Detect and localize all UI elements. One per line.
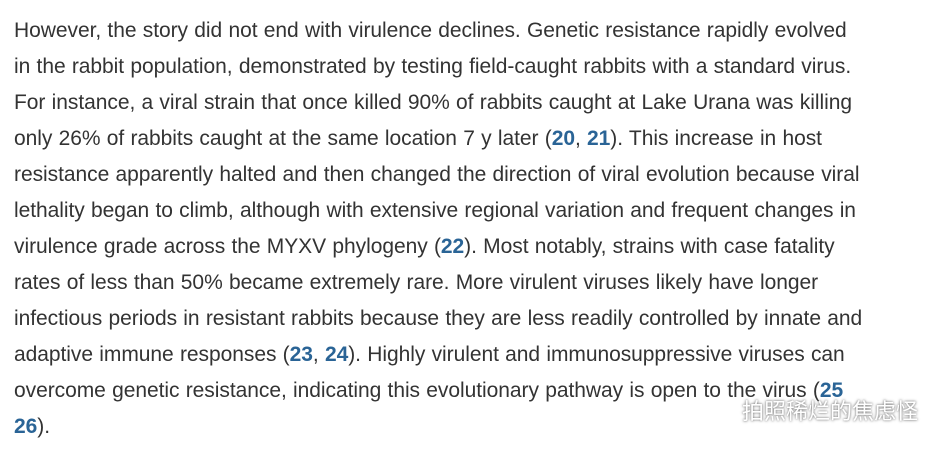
text-line: For instance, a viral strain that once k… xyxy=(14,85,926,121)
text-segment: For instance, a viral strain that once k… xyxy=(14,91,852,114)
text-segment: ). This increase in host xyxy=(610,127,822,150)
reference-link[interactable]: 20 xyxy=(552,127,575,150)
text-line: infectious periods in resistant rabbits … xyxy=(14,301,926,337)
text-segment: , xyxy=(575,127,587,150)
reference-link[interactable]: 26 xyxy=(14,415,37,438)
watermark-text: 拍照稀烂的焦虑怪 xyxy=(742,394,918,426)
text-segment: ). xyxy=(37,415,50,438)
text-segment: lethality began to climb, although with … xyxy=(14,199,856,222)
text-line: rates of less than 50% became extremely … xyxy=(14,265,926,301)
text-segment: in the rabbit population, demonstrated b… xyxy=(14,55,851,78)
text-line: virulence grade across the MYXV phylogen… xyxy=(14,229,926,265)
text-line: resistance apparently halted and then ch… xyxy=(14,157,926,193)
article-paragraph: However, the story did not end with viru… xyxy=(14,13,926,445)
text-segment: rates of less than 50% became extremely … xyxy=(14,271,818,294)
text-line: However, the story did not end with viru… xyxy=(14,13,926,49)
text-segment: overcome genetic resistance, indicating … xyxy=(14,379,820,402)
text-segment: adaptive immune responses ( xyxy=(14,343,290,366)
text-segment: virulence grade across the MYXV phylogen… xyxy=(14,235,441,258)
text-line: adaptive immune responses (23, 24). High… xyxy=(14,337,926,373)
text-segment: ). Highly virulent and immunosuppressive… xyxy=(348,343,844,366)
text-line: in the rabbit population, demonstrated b… xyxy=(14,49,926,85)
wechat-icon xyxy=(706,397,736,423)
text-segment: resistance apparently halted and then ch… xyxy=(14,163,859,186)
text-line: only 26% of rabbits caught at the same l… xyxy=(14,121,926,157)
text-segment: , xyxy=(313,343,325,366)
text-segment: ). Most notably, strains with case fatal… xyxy=(464,235,834,258)
watermark: 拍照稀烂的焦虑怪 xyxy=(706,394,918,426)
text-segment: However, the story did not end with viru… xyxy=(14,19,847,42)
reference-link[interactable]: 22 xyxy=(441,235,464,258)
text-segment: infectious periods in resistant rabbits … xyxy=(14,307,862,330)
reference-link[interactable]: 23 xyxy=(290,343,313,366)
reference-link[interactable]: 24 xyxy=(325,343,348,366)
text-segment: only 26% of rabbits caught at the same l… xyxy=(14,127,552,150)
text-line: lethality began to climb, although with … xyxy=(14,193,926,229)
reference-link[interactable]: 21 xyxy=(587,127,610,150)
